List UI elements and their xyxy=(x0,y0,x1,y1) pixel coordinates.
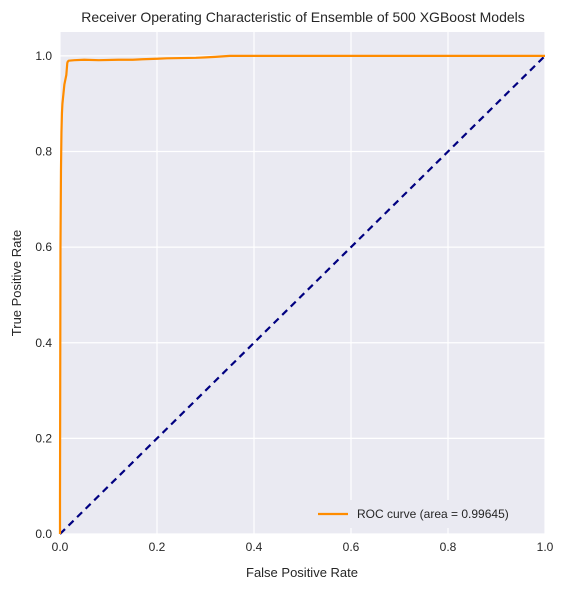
chance-diagonal-line xyxy=(59,55,546,535)
y-tick-label: 0.0 xyxy=(35,527,52,541)
y-tick-label: 0.8 xyxy=(35,145,52,159)
x-tick-label: 0.4 xyxy=(246,540,263,554)
ticks: 0.0 0.2 0.4 0.6 0.8 1.0 0.0 0.2 0.4 0.6 0.8 1.0 xyxy=(35,49,553,554)
series-group xyxy=(58,54,546,535)
y-axis-label: True Positive Rate xyxy=(9,230,24,336)
legend-label-roc-curve: ROC curve (area = 0.99645) xyxy=(357,507,509,521)
chart-title: Receiver Operating Characteristic of Ens… xyxy=(81,9,525,25)
x-tick-label: 0.2 xyxy=(149,540,166,554)
y-tick-label: 1.0 xyxy=(35,49,52,63)
roc-curve-line xyxy=(58,54,545,534)
grid xyxy=(59,32,546,535)
x-tick-label: 0.0 xyxy=(52,540,69,554)
x-tick-label: 1.0 xyxy=(537,540,554,554)
plot-background xyxy=(60,32,545,534)
legend: ROC curve (area = 0.99645) xyxy=(308,500,540,528)
y-tick-label: 0.4 xyxy=(35,336,52,350)
x-tick-label: 0.8 xyxy=(440,540,457,554)
x-axis-label: False Positive Rate xyxy=(246,565,358,580)
y-tick-label: 0.6 xyxy=(35,240,52,254)
y-tick-label: 0.2 xyxy=(35,431,52,445)
x-tick-label: 0.6 xyxy=(343,540,360,554)
